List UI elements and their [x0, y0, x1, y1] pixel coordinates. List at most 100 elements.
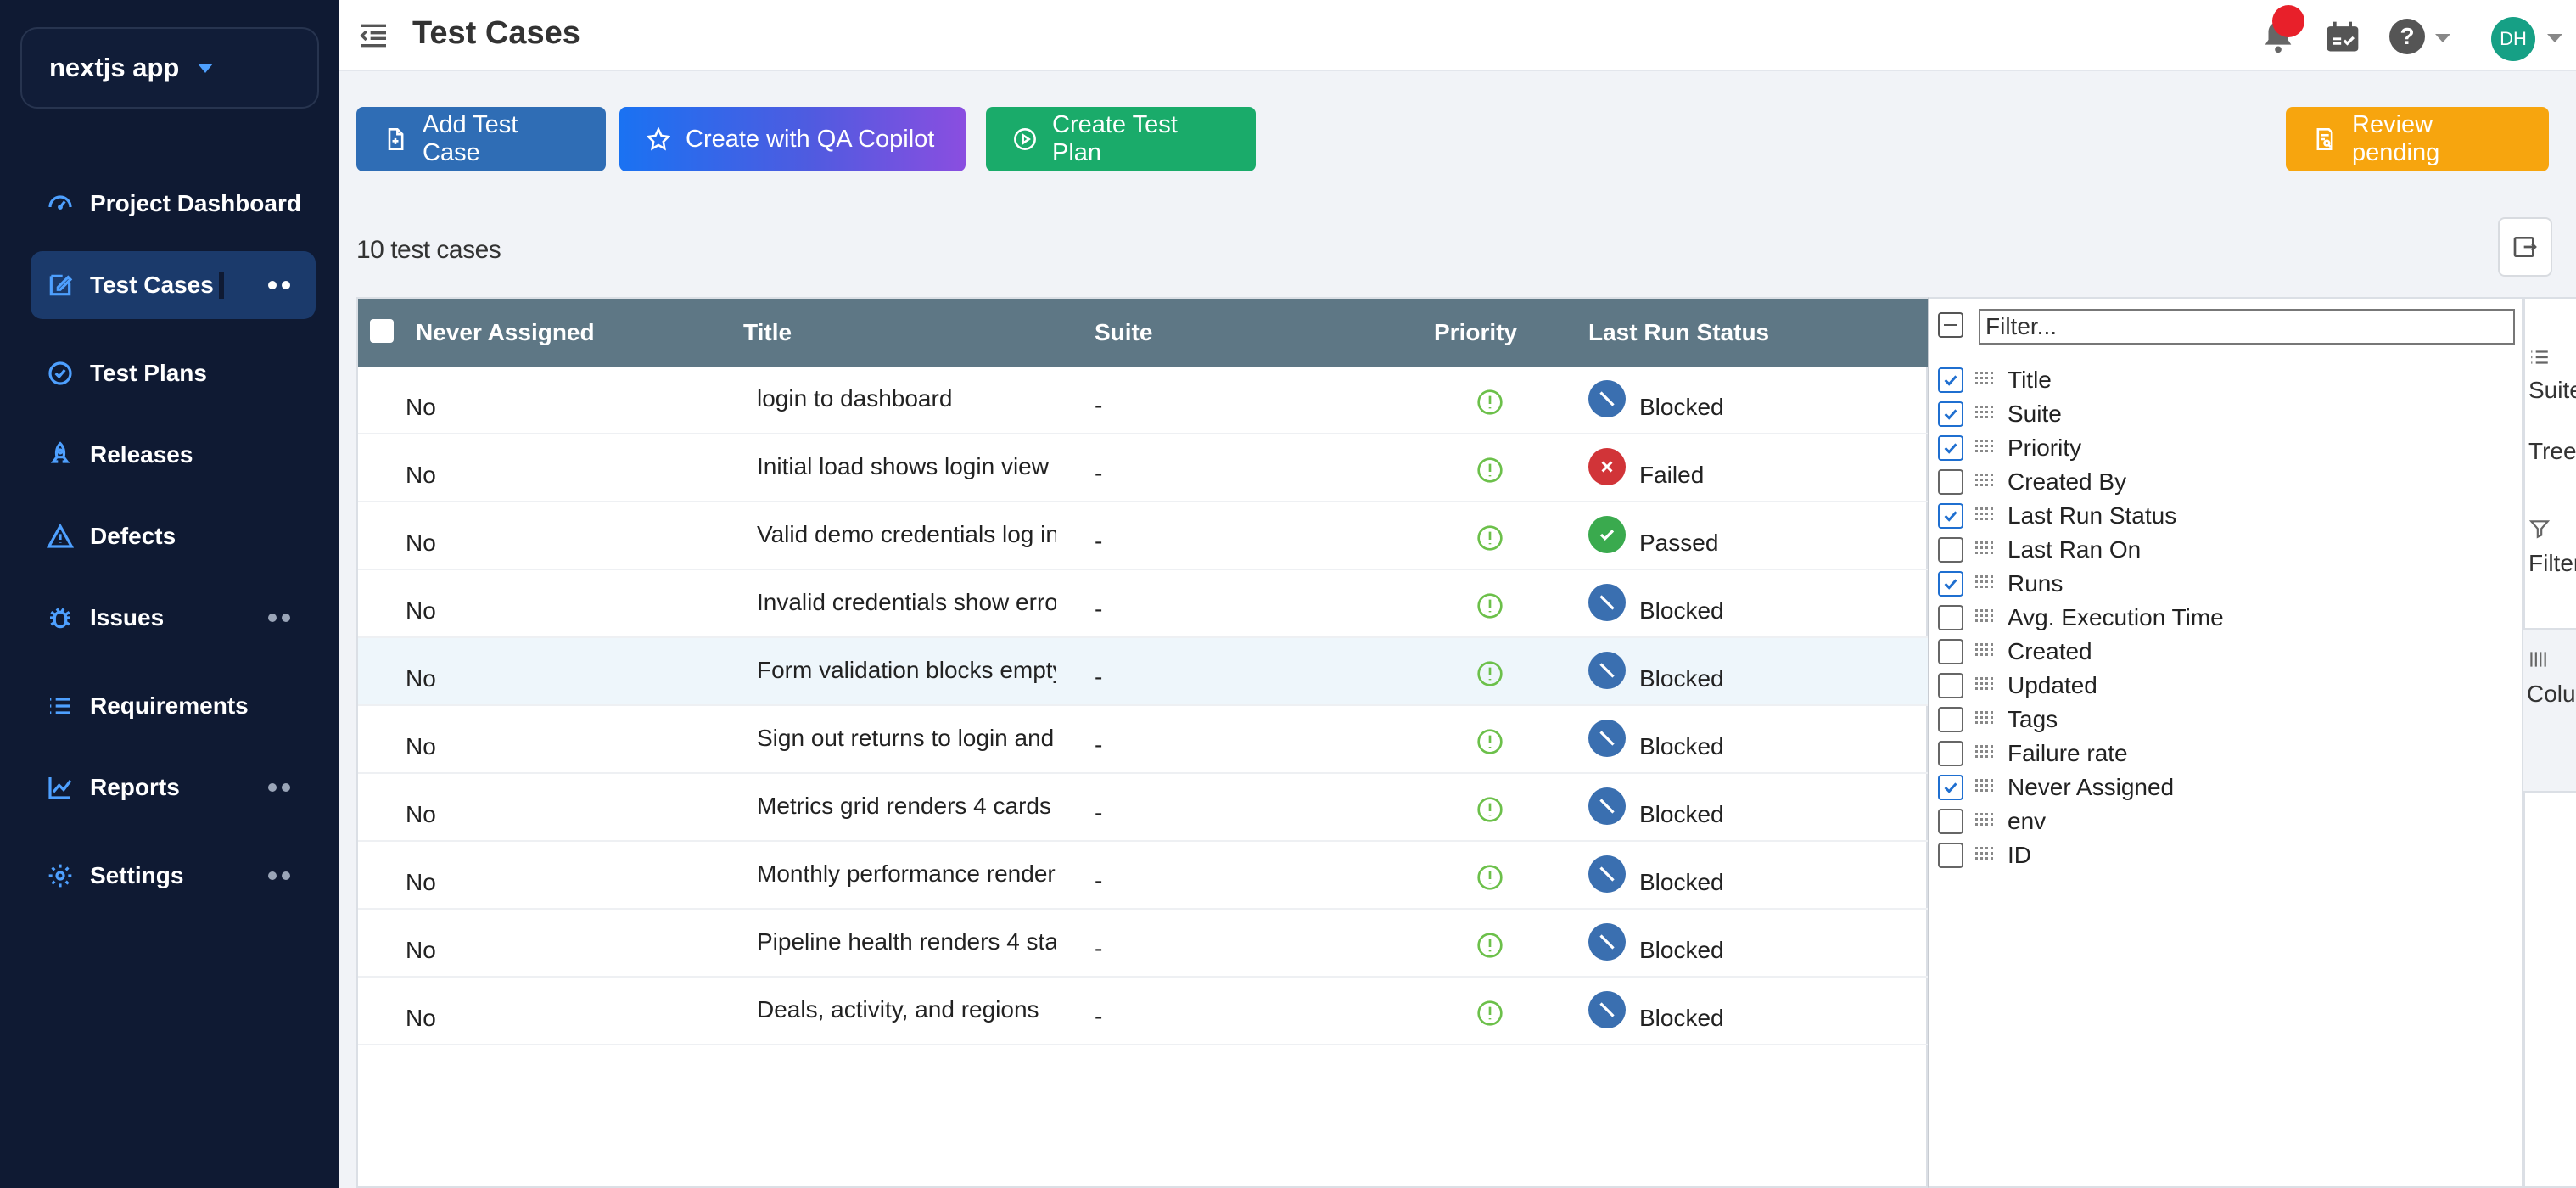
drag-handle-icon[interactable]	[1975, 745, 1994, 762]
title-cell[interactable]: Initial load shows login view	[757, 453, 1049, 479]
sidebar-item-releases[interactable]: Releases	[31, 421, 316, 489]
column-toggle-item[interactable]: Avg. Execution Time	[1938, 601, 2224, 635]
column-toggle-item[interactable]: Title	[1938, 363, 2052, 397]
column-checkbox[interactable]	[1938, 469, 1963, 495]
title-cell[interactable]: Valid demo credentials log in	[757, 521, 1056, 547]
title-cell[interactable]: Sign out returns to login and	[757, 725, 1055, 751]
export-button[interactable]	[2498, 217, 2552, 277]
column-toggle-item[interactable]: Never Assigned	[1938, 771, 2174, 804]
column-checkbox[interactable]	[1938, 503, 1963, 529]
avatar[interactable]: DH	[2491, 17, 2535, 61]
drag-handle-icon[interactable]	[1975, 779, 1994, 796]
drag-handle-icon[interactable]	[1975, 643, 1994, 660]
column-header-never-assigned[interactable]: Never Assigned	[416, 319, 595, 345]
drag-handle-icon[interactable]	[1975, 507, 1994, 524]
column-toggle-item[interactable]: env	[1938, 804, 2046, 838]
column-toggle-item[interactable]: Updated	[1938, 669, 2097, 703]
column-checkbox[interactable]	[1938, 843, 1963, 868]
create-with-qa-copilot-button[interactable]: Create with QA Copilot	[619, 107, 966, 171]
drag-handle-icon[interactable]	[1975, 609, 1994, 626]
column-checkbox[interactable]	[1938, 401, 1963, 427]
table-row[interactable]: No Form validation blocks empty - Blocked	[358, 638, 1928, 706]
column-header-priority[interactable]: Priority	[1434, 319, 1518, 345]
column-filter-input[interactable]	[1979, 309, 2515, 345]
drag-handle-icon[interactable]	[1975, 541, 1994, 558]
sidebar-item-project-dashboard[interactable]: Project Dashboard	[31, 170, 316, 238]
column-checkbox[interactable]	[1938, 673, 1963, 698]
review-pending-button[interactable]: Review pending	[2286, 107, 2549, 171]
table-row[interactable]: No Pipeline health renders 4 stages - Block…	[358, 910, 1928, 978]
table-row[interactable]: No login to dashboard - Blocked	[358, 367, 1928, 434]
sidebar-item-test-cases[interactable]: Test Cases	[31, 251, 316, 319]
drag-handle-icon[interactable]	[1975, 440, 1994, 457]
toggle-all-columns-checkbox[interactable]	[1938, 312, 1963, 338]
sidebar-item-requirements[interactable]: Requirements	[31, 672, 316, 740]
title-cell[interactable]: login to dashboard	[757, 385, 953, 412]
title-cell[interactable]: Pipeline health renders 4 stages	[757, 928, 1056, 955]
table-row[interactable]: No Invalid credentials show error - Blocked	[358, 570, 1928, 638]
column-toggle-item[interactable]: Failure rate	[1938, 737, 2128, 771]
column-checkbox[interactable]	[1938, 639, 1963, 664]
column-toggle-item[interactable]: Last Run Status	[1938, 499, 2176, 533]
sidebar-item-test-plans[interactable]: Test Plans	[31, 339, 316, 407]
create-test-plan-button[interactable]: Create Test Plan	[986, 107, 1256, 171]
table-row[interactable]: No Valid demo credentials log in - Passed	[358, 502, 1928, 570]
title-cell[interactable]: Deals, activity, and regions	[757, 996, 1039, 1023]
drag-handle-icon[interactable]	[1975, 847, 1994, 864]
drag-handle-icon[interactable]	[1975, 711, 1994, 728]
table-row[interactable]: No Monthly performance renders - Blocked	[358, 842, 1928, 910]
menu-collapse-icon[interactable]	[356, 19, 390, 53]
column-toggle-item[interactable]: Tags	[1938, 703, 2058, 737]
drag-handle-icon[interactable]	[1975, 677, 1994, 694]
table-row[interactable]: No Deals, activity, and regions - Blocked	[358, 978, 1928, 1045]
column-checkbox[interactable]	[1938, 435, 1963, 461]
column-checkbox[interactable]	[1938, 605, 1963, 630]
sidebar-item-issues[interactable]: Issues	[31, 584, 316, 652]
column-toggle-item[interactable]: Last Ran On	[1938, 533, 2141, 567]
add-test-case-button[interactable]: Add Test Case	[356, 107, 606, 171]
column-header-suite[interactable]: Suite	[1095, 319, 1153, 345]
title-cell[interactable]: Form validation blocks empty	[757, 657, 1056, 683]
columns-tab[interactable]: Columns	[2527, 681, 2576, 707]
column-checkbox[interactable]	[1938, 707, 1963, 732]
column-header-title[interactable]: Title	[743, 319, 792, 345]
table-row[interactable]: No Sign out returns to login and - Blocked	[358, 706, 1928, 774]
title-cell[interactable]: Invalid credentials show error	[757, 589, 1056, 615]
tree-tab[interactable]: Tree	[2528, 438, 2576, 464]
column-toggle-item[interactable]: Runs	[1938, 567, 2063, 601]
more-icon[interactable]	[268, 281, 290, 289]
column-toggle-item[interactable]: Suite	[1938, 397, 2062, 431]
drag-handle-icon[interactable]	[1975, 813, 1994, 830]
drag-handle-icon[interactable]	[1975, 575, 1994, 592]
column-checkbox[interactable]	[1938, 741, 1963, 766]
column-checkbox[interactable]	[1938, 775, 1963, 800]
column-toggle-item[interactable]: ID	[1938, 838, 2031, 872]
drag-handle-icon[interactable]	[1975, 372, 1994, 389]
project-selector[interactable]: nextjs app	[20, 27, 319, 109]
calendar-check-icon[interactable]	[2323, 19, 2362, 56]
more-icon[interactable]	[268, 871, 290, 880]
column-checkbox[interactable]	[1938, 367, 1963, 393]
select-all-checkbox[interactable]	[370, 319, 394, 343]
caret-down-icon[interactable]	[2435, 34, 2450, 42]
drag-handle-icon[interactable]	[1975, 474, 1994, 490]
more-icon[interactable]	[268, 783, 290, 792]
sidebar-item-settings[interactable]: Settings	[31, 842, 316, 910]
drag-handle-icon[interactable]	[1975, 406, 1994, 423]
column-toggle-item[interactable]: Created	[1938, 635, 2092, 669]
filters-tab[interactable]: Filters	[2528, 550, 2576, 576]
column-toggle-item[interactable]: Priority	[1938, 431, 2081, 465]
help-icon[interactable]: ?	[2389, 19, 2425, 54]
caret-down-icon[interactable]	[2547, 34, 2562, 42]
title-cell[interactable]: Metrics grid renders 4 cards	[757, 793, 1052, 819]
sidebar-item-reports[interactable]: Reports	[31, 754, 316, 821]
column-checkbox[interactable]	[1938, 537, 1963, 563]
more-icon[interactable]	[268, 614, 290, 622]
suite-tab[interactable]: Suite	[2528, 377, 2576, 403]
table-row[interactable]: No Initial load shows login view - Failed	[358, 434, 1928, 502]
column-toggle-item[interactable]: Created By	[1938, 465, 2126, 499]
column-header-last-run-status[interactable]: Last Run Status	[1588, 319, 1770, 345]
table-row[interactable]: No Metrics grid renders 4 cards - Blocked	[358, 774, 1928, 842]
column-checkbox[interactable]	[1938, 809, 1963, 834]
sidebar-item-defects[interactable]: Defects	[31, 502, 316, 570]
